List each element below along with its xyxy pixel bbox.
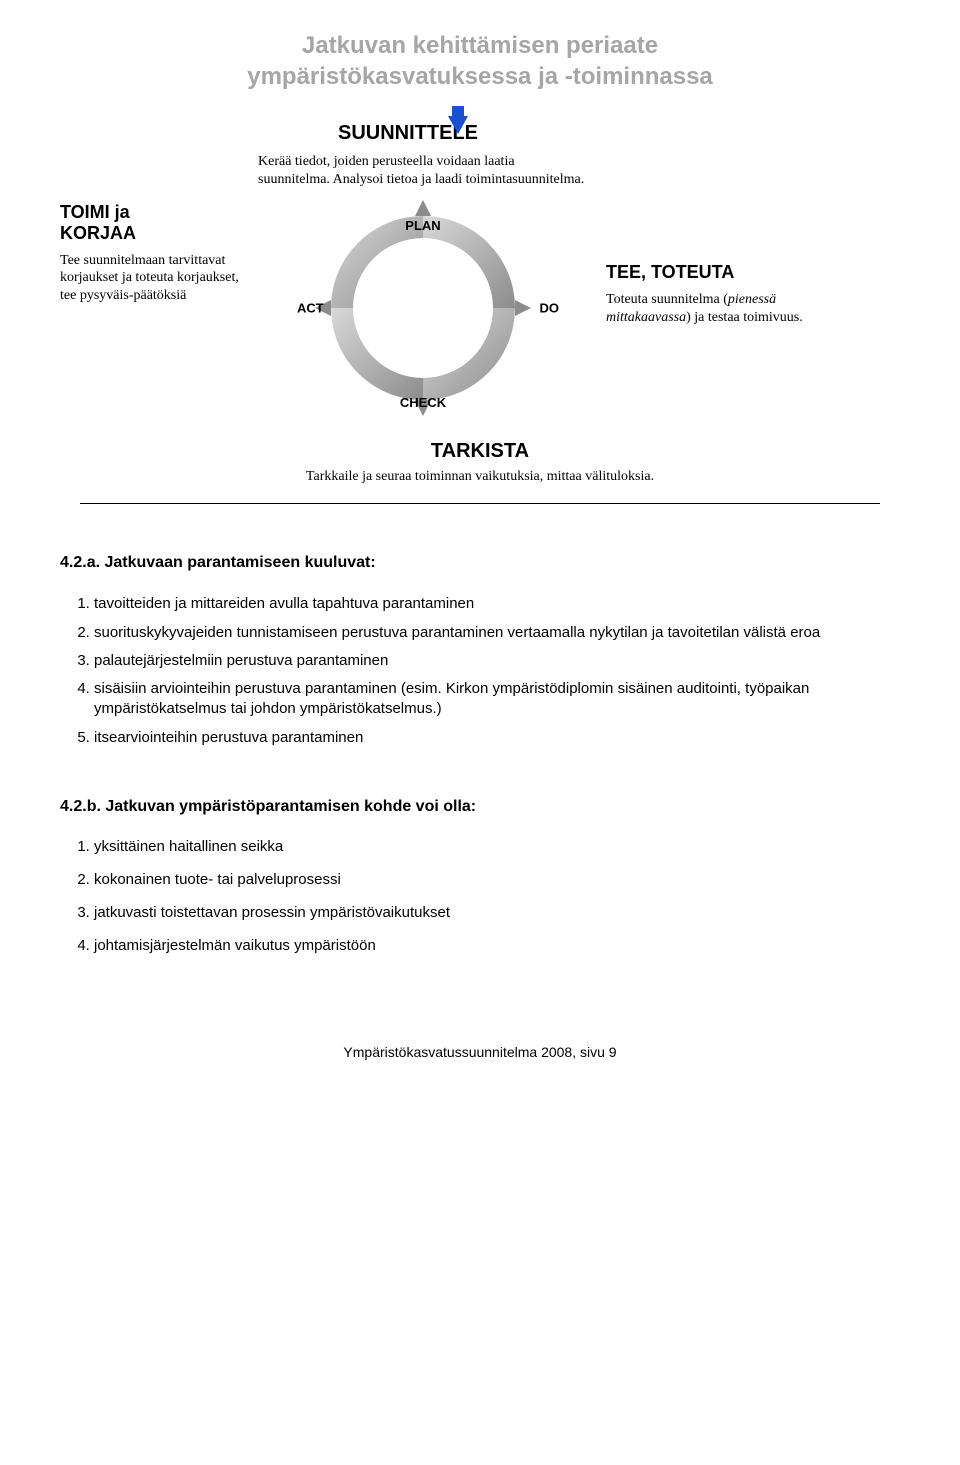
page-title: Jatkuvan kehittämisen periaate ympäristö…: [60, 30, 900, 92]
arrow-down-icon: [448, 116, 468, 134]
do-desc-pre: Toteuta suunnitelma (: [606, 292, 728, 307]
list-item: tavoitteiden ja mittareiden avulla tapah…: [94, 594, 900, 614]
cycle-label-check: CHECK: [400, 395, 446, 410]
do-desc: Toteuta suunnitelma (pienessä mittakaava…: [606, 291, 846, 326]
page-footer: Ympäristökasvatussuunnitelma 2008, sivu …: [60, 1044, 900, 1060]
cycle-label-plan: PLAN: [405, 218, 440, 233]
cycle-label-act: ACT: [297, 301, 324, 316]
list-item: suorituskykyvajeiden tunnistamiseen peru…: [94, 623, 900, 643]
list-item: jatkuvasti toistettavan prosessin ympäri…: [94, 904, 900, 921]
title-line2: ympäristökasvatuksessa ja -toiminnassa: [60, 61, 900, 92]
section-b-list: yksittäinen haitallinen seikka kokonaine…: [60, 838, 900, 954]
divider: [80, 503, 880, 504]
act-title-1: TOIMI ja: [60, 202, 130, 222]
check-desc: Tarkkaile ja seuraa toiminnan vaikutuksi…: [60, 469, 900, 485]
list-item: palautejärjestelmiin perustuva parantami…: [94, 651, 900, 671]
list-item: sisäisiin arviointeihin perustuva parant…: [94, 679, 900, 720]
pdca-act-block: TOIMI ja KORJAA Tee suunnitelmaan tarvit…: [60, 122, 240, 304]
do-title: TEE, TOTEUTA: [606, 262, 846, 283]
pdca-cycle-graphic: PLAN DO CHECK ACT: [293, 198, 553, 418]
act-title-2: KORJAA: [60, 223, 136, 243]
list-item: yksittäinen haitallinen seikka: [94, 838, 900, 855]
pdca-diagram: TOIMI ja KORJAA Tee suunnitelmaan tarvit…: [60, 122, 900, 504]
section-b-heading: 4.2.b. Jatkuvan ympäristöparantamisen ko…: [60, 798, 900, 816]
pdca-do-block: TEE, TOTEUTA Toteuta suunnitelma (pienes…: [606, 122, 846, 326]
do-desc-post: ) ja testaa toimivuus.: [686, 310, 803, 325]
title-line1: Jatkuvan kehittämisen periaate: [302, 32, 658, 59]
check-title: TARKISTA: [60, 440, 900, 463]
cycle-label-do: DO: [540, 301, 560, 316]
section-a-list: tavoitteiden ja mittareiden avulla tapah…: [60, 594, 900, 748]
list-item: johtamisjärjestelmän vaikutus ympäristöö…: [94, 937, 900, 954]
list-item: itsearviointeihin perustuva parantaminen: [94, 728, 900, 748]
list-item: kokonainen tuote- tai palveluprosessi: [94, 871, 900, 888]
act-desc: Tee suunnitelmaan tarvittavat korjaukset…: [60, 252, 240, 305]
plan-desc: Kerää tiedot, joiden perusteella voidaan…: [258, 153, 588, 188]
section-a-heading: 4.2.a. Jatkuvaan parantamiseen kuuluvat:: [60, 554, 900, 572]
pdca-check-block: TARKISTA Tarkkaile ja seuraa toiminnan v…: [60, 440, 900, 495]
